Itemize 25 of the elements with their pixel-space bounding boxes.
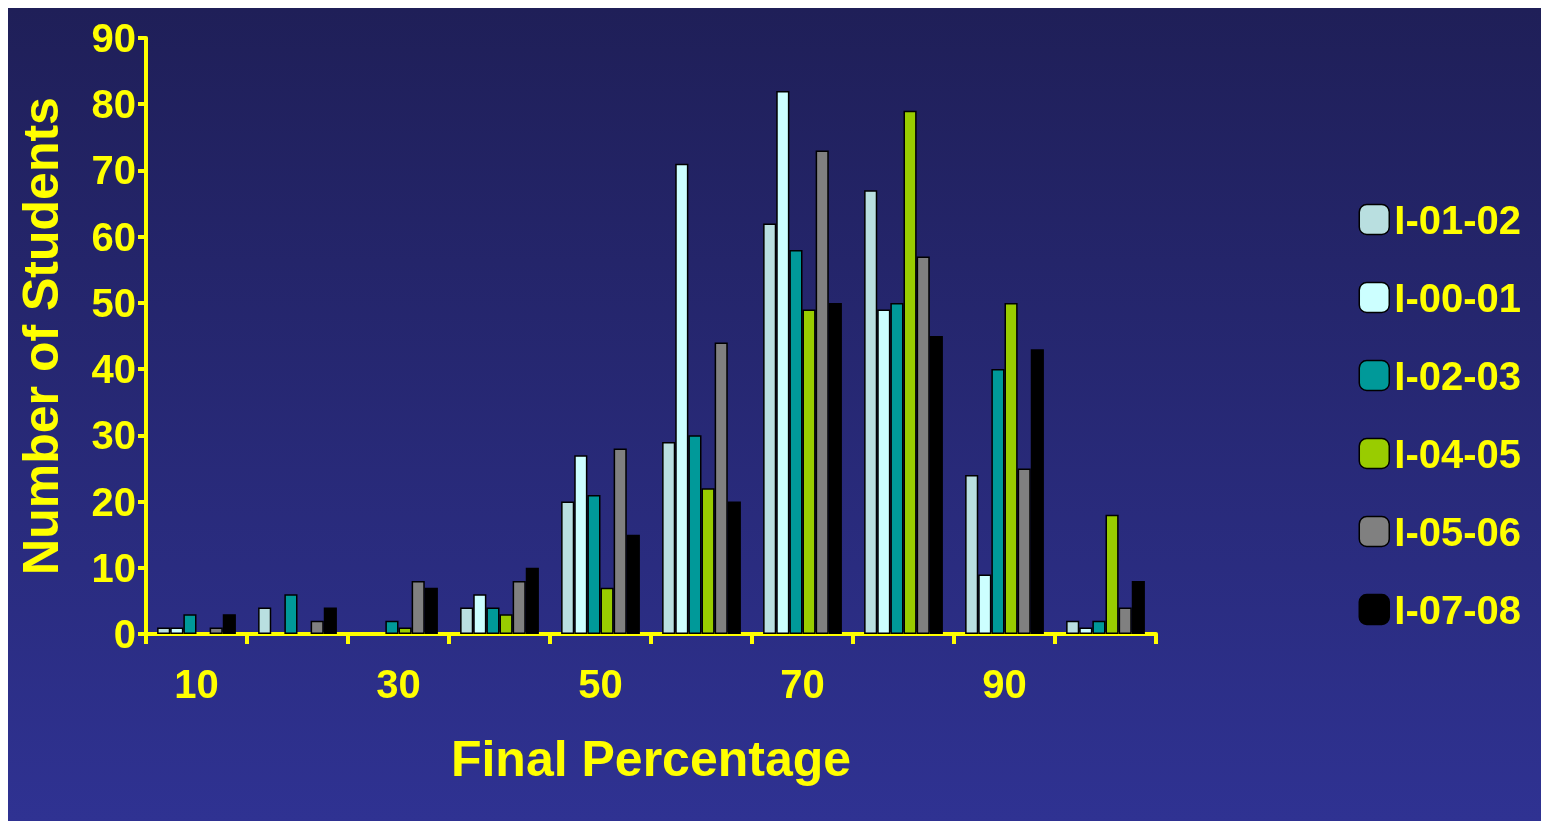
y-axis-title: Number of Students [13, 97, 69, 575]
y-tick-label: 0 [113, 612, 136, 656]
legend-label: I-04-05 [1394, 431, 1522, 476]
x-tick-label: 90 [982, 662, 1027, 706]
legend-label: I-02-03 [1394, 353, 1522, 398]
x-tick-label: 30 [376, 662, 421, 706]
y-tick-label: 70 [91, 148, 136, 193]
y-tick-label: 90 [91, 16, 136, 60]
y-tick-label: 50 [91, 280, 136, 325]
legend-label: I-07-08 [1394, 587, 1522, 632]
x-tick-label: 10 [174, 662, 219, 706]
bar [258, 607, 272, 634]
legend-label: I-05-06 [1394, 509, 1522, 554]
x-axis-title: Final Percentage [450, 731, 852, 787]
bar [284, 594, 298, 634]
y-tick-label: 10 [91, 545, 136, 590]
y-tick-label: 30 [91, 413, 136, 458]
y-tick-label: 20 [91, 479, 136, 524]
x-tick-label: 50 [578, 662, 623, 706]
legend-label: I-00-01 [1394, 275, 1522, 320]
legend-label: I-01-02 [1394, 197, 1522, 242]
y-tick-label: 60 [91, 214, 136, 259]
y-tick-label: 80 [91, 82, 136, 127]
y-tick-label: 40 [91, 347, 136, 392]
x-tick-label: 70 [780, 662, 825, 706]
